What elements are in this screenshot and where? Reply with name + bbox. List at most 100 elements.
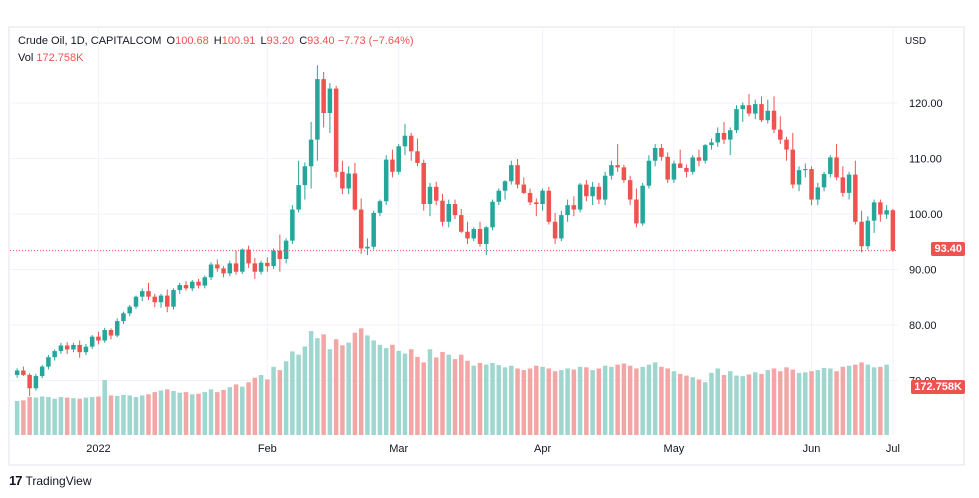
volume-bar xyxy=(277,370,283,435)
candle-body xyxy=(615,165,620,168)
candle-body xyxy=(315,79,320,140)
volume-bar xyxy=(21,400,26,435)
candle-body xyxy=(227,263,233,274)
candle-body xyxy=(396,146,401,172)
candle-body xyxy=(871,202,877,221)
volume-bar xyxy=(139,395,145,435)
volume-bar xyxy=(171,391,176,435)
volume-bar xyxy=(521,370,527,435)
last-volume-tag: 172.758K xyxy=(911,380,965,394)
price-tick-label: 80.00 xyxy=(909,320,937,332)
volume-bar xyxy=(534,365,539,435)
volume-bar xyxy=(127,395,132,435)
candle-body xyxy=(634,199,639,224)
volume-bar xyxy=(58,397,64,435)
volume-bar xyxy=(302,346,308,435)
candle-body xyxy=(371,212,376,247)
candle-body xyxy=(352,173,358,210)
volume-bar xyxy=(790,369,796,435)
time-tick-label: Jun xyxy=(803,443,821,455)
volume-bar xyxy=(865,364,871,435)
volume-bar xyxy=(884,364,889,435)
volume-bar xyxy=(358,328,364,435)
candle-body xyxy=(221,268,226,274)
candle-body xyxy=(765,110,771,121)
volume-bar xyxy=(546,368,552,435)
volume-bar xyxy=(71,398,76,435)
candle-body xyxy=(753,104,758,114)
candle-body xyxy=(853,174,858,222)
candle-body xyxy=(677,163,683,168)
candle-body xyxy=(433,186,439,201)
volume-bar xyxy=(715,368,720,435)
candle-body xyxy=(77,344,82,353)
candle-body xyxy=(715,132,720,143)
candle-body xyxy=(415,151,420,163)
candle-body xyxy=(308,139,314,167)
candle-body xyxy=(39,366,45,377)
volume-bar xyxy=(828,368,833,435)
volume-bar xyxy=(796,372,802,435)
candle-body xyxy=(183,285,189,289)
candle-body xyxy=(515,165,520,185)
price-tick-label: 100.00 xyxy=(909,209,943,221)
volume-bar xyxy=(377,344,383,435)
volume-bar xyxy=(709,372,714,435)
candle-body xyxy=(321,79,326,113)
symbol-label[interactable]: Crude Oil, 1D, CAPITALCOM xyxy=(18,35,162,47)
candle-body xyxy=(565,205,570,216)
volume-bar xyxy=(246,382,251,435)
close-value: 93.40 xyxy=(307,35,335,47)
time-axis[interactable]: 2022 Feb Mar Apr May Jun Jul xyxy=(86,443,900,455)
candle-body xyxy=(277,250,283,259)
candle-body xyxy=(803,169,808,171)
volume-bar xyxy=(702,382,708,435)
tradingview-logo-icon: 17 xyxy=(9,473,23,488)
volume-bar xyxy=(290,351,295,435)
branding-label: TradingView xyxy=(25,473,92,488)
branding[interactable]: 17 TradingView xyxy=(9,473,92,488)
candle-body xyxy=(540,190,545,205)
candle-body xyxy=(52,351,57,358)
volume-bar xyxy=(283,361,289,435)
candle-body xyxy=(878,202,883,215)
candle-body xyxy=(865,220,871,247)
candle-body xyxy=(590,186,595,197)
volume-bar xyxy=(784,367,789,435)
candle-body xyxy=(296,185,301,210)
candle-body xyxy=(452,204,458,216)
volume-bars xyxy=(14,328,889,435)
volume-bar xyxy=(452,359,458,435)
candle-body xyxy=(771,110,777,130)
candle-body xyxy=(465,231,470,239)
volume-bar xyxy=(215,392,220,435)
volume-bar xyxy=(615,364,620,435)
volume-bar xyxy=(221,389,226,435)
volume-bar xyxy=(771,368,777,435)
volume-bar xyxy=(383,348,389,435)
candle-body xyxy=(421,162,426,205)
volume-bar xyxy=(871,367,877,435)
volume-bar xyxy=(634,368,639,435)
candle-body xyxy=(727,130,733,140)
candle-body xyxy=(684,167,689,172)
volume-bar xyxy=(502,367,508,435)
candle-body xyxy=(215,264,220,269)
candle-body xyxy=(815,187,821,200)
volume-bar xyxy=(396,350,401,435)
volume-bar xyxy=(202,392,208,435)
volume-bar xyxy=(102,380,107,435)
high-value: 100.91 xyxy=(221,35,256,47)
volume-bar xyxy=(677,373,683,435)
volume-bar xyxy=(746,374,752,435)
time-tick-label: May xyxy=(664,443,685,455)
candle-body xyxy=(121,313,126,322)
candle-body xyxy=(427,186,433,205)
candle-body xyxy=(502,181,508,191)
volume-bar xyxy=(52,398,57,435)
volume-label[interactable]: Vol xyxy=(18,52,34,64)
volume-bar xyxy=(408,349,414,435)
candle-body xyxy=(846,174,852,193)
